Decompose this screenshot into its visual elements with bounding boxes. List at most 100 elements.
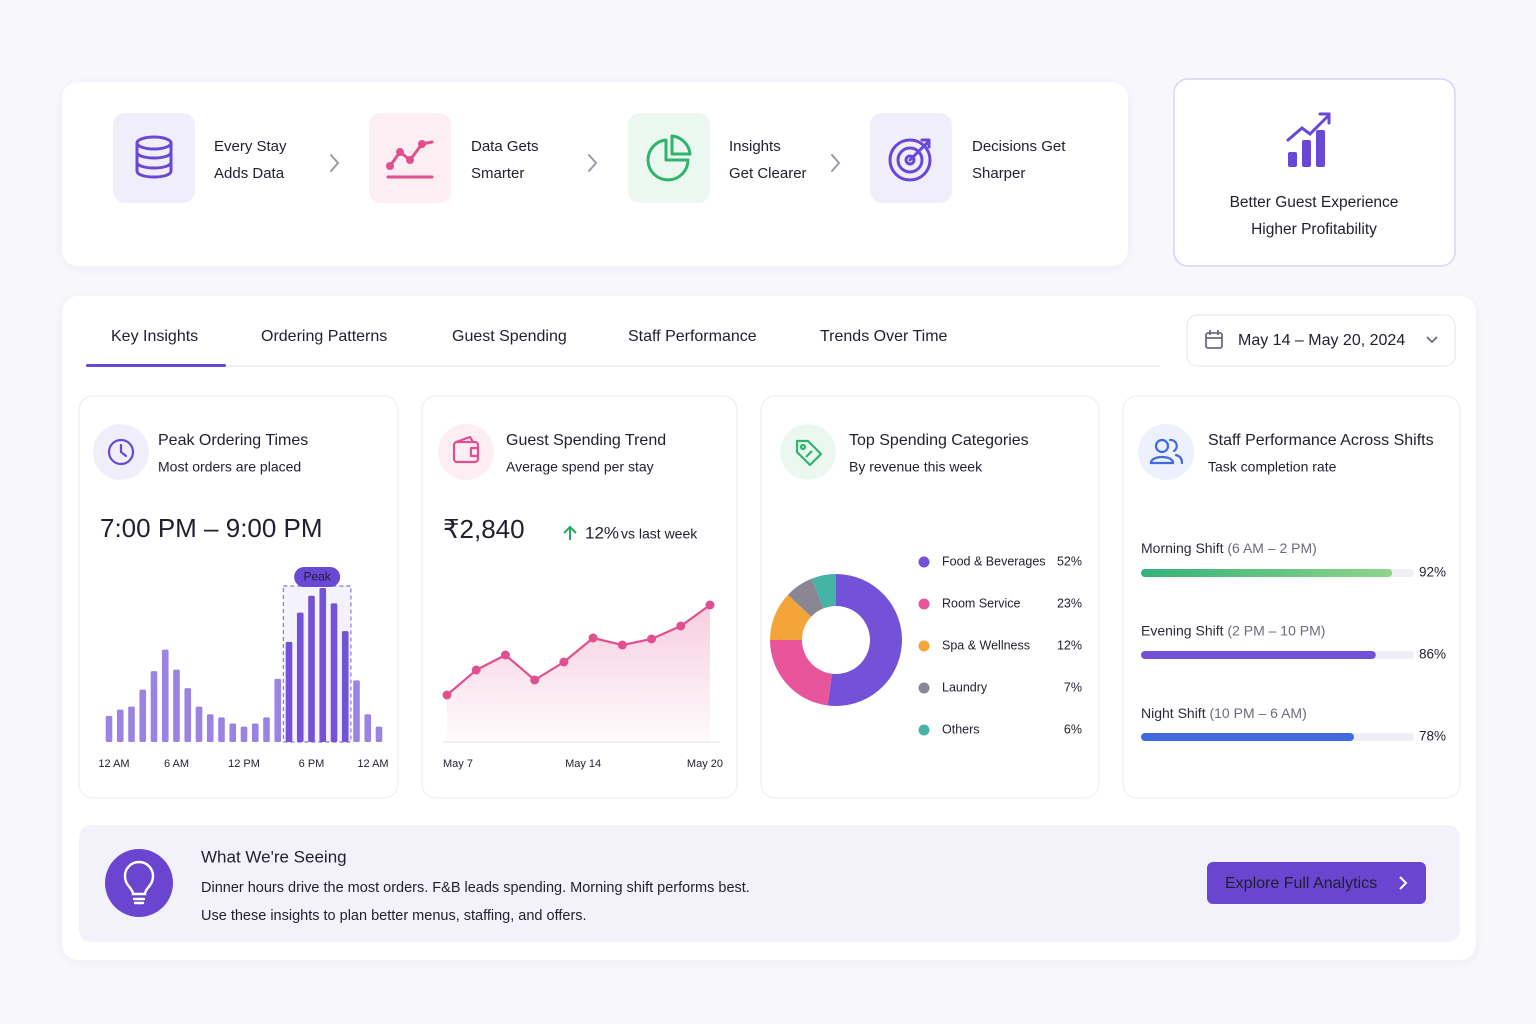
insight-title: What We're Seeing — [201, 847, 347, 866]
bar — [308, 595, 315, 742]
area — [447, 605, 710, 742]
active-tab-underline — [86, 364, 226, 367]
shift-name: Night Shift — [1141, 705, 1206, 721]
pie-icon — [646, 134, 692, 182]
bar — [1141, 569, 1393, 577]
bar — [251, 723, 259, 742]
calendar-icon — [1205, 330, 1223, 349]
target-icon — [888, 138, 932, 182]
card — [78, 395, 399, 799]
point — [559, 657, 569, 667]
step-label: Every Stay — [214, 138, 287, 155]
legend-value: 23% — [1057, 596, 1082, 610]
donut-slice — [811, 574, 836, 609]
legend-dot — [918, 598, 930, 610]
date-range: May 14 – May 20, 2024 — [1238, 332, 1405, 349]
shift-hours: (10 PM – 6 AM) — [1209, 705, 1306, 721]
bar — [105, 715, 113, 742]
insight-line: Use these insights to plan better menus,… — [201, 908, 587, 924]
bulb-icon — [123, 860, 155, 905]
legend-label: Spa & Wellness — [942, 638, 1030, 652]
point — [647, 634, 657, 644]
point — [471, 665, 481, 675]
bar — [128, 706, 135, 742]
insight-banner — [79, 825, 1460, 942]
database-icon — [135, 135, 173, 179]
donut-slice — [770, 640, 832, 706]
tab[interactable]: Ordering Patterns — [261, 328, 387, 345]
point — [676, 621, 686, 631]
x-tick-label: 12 AM — [357, 758, 388, 770]
explore-button[interactable] — [1207, 862, 1426, 904]
bar — [173, 669, 180, 742]
step-label: Data Gets — [471, 138, 539, 155]
bar-value: 92% — [1419, 565, 1446, 580]
step-label: Adds Data — [214, 165, 285, 182]
card-subtitle: Most orders are placed — [158, 459, 301, 475]
point — [530, 675, 540, 685]
bulb-bg — [105, 849, 173, 917]
card-subtitle: Task completion rate — [1208, 459, 1337, 475]
step-label: Smarter — [471, 165, 524, 182]
x-tick-label: May 20 — [687, 758, 723, 770]
bar — [161, 649, 169, 742]
legend-label: Food & Beverages — [942, 554, 1046, 568]
shift-label: Evening Shift (2 PM – 10 PM) — [1141, 622, 1325, 638]
card-title: Peak Ordering Times — [158, 432, 308, 449]
peak-pill — [294, 567, 341, 587]
change-note: vs last week — [621, 526, 698, 542]
bar — [206, 714, 214, 742]
legend-value: 7% — [1064, 680, 1082, 694]
shift-label: Night Shift (10 PM – 6 AM) — [1141, 705, 1307, 721]
bar — [341, 631, 349, 742]
x-tick-label: May 7 — [443, 758, 473, 770]
tab[interactable]: Key Insights — [111, 328, 198, 345]
trend-icon — [386, 140, 434, 179]
point — [442, 690, 452, 700]
legend-dot — [918, 724, 930, 736]
headline: ₹2,840 — [443, 514, 525, 544]
x-tick-label: 6 PM — [299, 758, 325, 770]
card-subtitle: Average spend per stay — [506, 459, 654, 475]
card-icon-bg — [780, 424, 836, 480]
point — [500, 650, 510, 660]
shift-name: Evening Shift — [1141, 622, 1224, 638]
bar-value: 78% — [1419, 729, 1446, 744]
donut-slice — [787, 578, 824, 617]
tab[interactable]: Trends Over Time — [820, 328, 948, 345]
legend-dot — [918, 556, 930, 568]
point — [705, 600, 715, 610]
card-title: Top Spending Categories — [849, 432, 1029, 449]
bar — [375, 726, 383, 742]
flow-panel — [62, 82, 1128, 266]
bar — [150, 671, 158, 742]
button-label[interactable]: Explore Full Analytics — [1225, 875, 1377, 892]
bar — [330, 603, 338, 742]
donut-slice — [827, 574, 903, 706]
bar — [139, 689, 147, 742]
point — [588, 633, 598, 643]
up-arrow — [563, 525, 577, 540]
change: 12% — [585, 523, 619, 542]
bar-value: 86% — [1419, 647, 1446, 662]
people-icon — [1149, 438, 1184, 465]
line — [446, 604, 711, 696]
tab[interactable]: Staff Performance — [628, 328, 757, 345]
legend-label: Room Service — [942, 596, 1021, 610]
x-tick-label: 6 AM — [164, 758, 189, 770]
date-picker[interactable] — [1186, 314, 1456, 367]
peak-box — [282, 585, 352, 743]
growth-icon — [1288, 130, 1325, 167]
growth-arrow — [1286, 112, 1331, 142]
tab[interactable]: Guest Spending — [452, 328, 567, 345]
legend-dot — [918, 682, 930, 694]
bar — [1141, 651, 1376, 659]
card-title: Staff Performance Across Shifts — [1208, 432, 1434, 449]
peak-label: Peak — [303, 570, 331, 584]
bar — [353, 680, 360, 742]
outcome-text: Better Guest Experience — [1230, 194, 1399, 211]
x-tick-label: 12 AM — [98, 758, 129, 770]
bar — [1141, 733, 1354, 741]
bar — [319, 588, 327, 742]
